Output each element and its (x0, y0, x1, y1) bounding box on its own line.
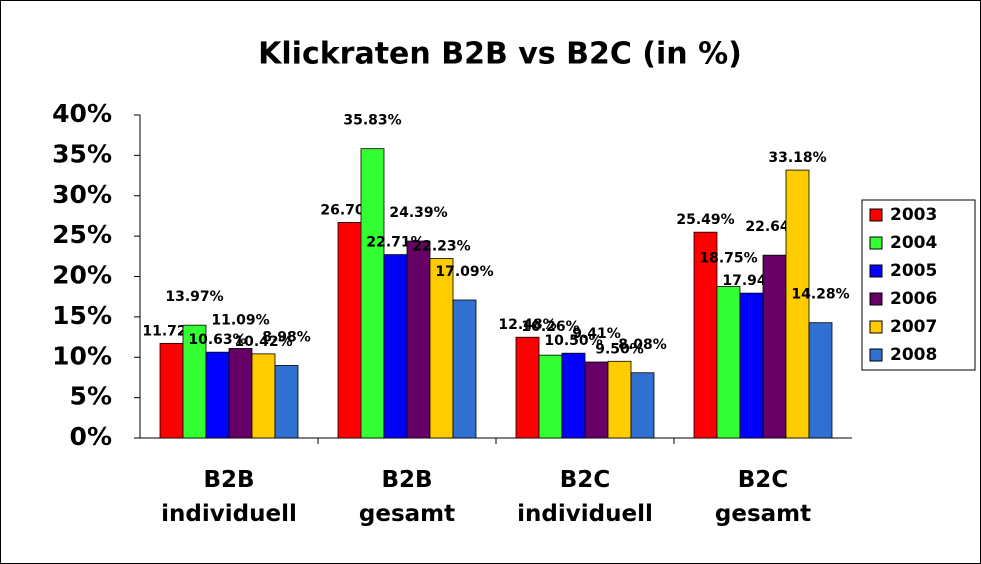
bar (808, 322, 833, 439)
value-label: 8.98% (262, 329, 311, 345)
bar (762, 254, 787, 439)
value-label: 11.09% (211, 312, 269, 328)
value-label: 13.97% (165, 289, 223, 305)
legend-swatch (869, 236, 883, 250)
bar (274, 365, 299, 439)
value-label: 9.41% (572, 326, 621, 342)
bar (205, 351, 230, 439)
value-label: 18.75% (699, 251, 757, 267)
y-tick-label: 10% (52, 341, 112, 370)
value-label: 10.50% (544, 333, 602, 349)
legend-swatch (869, 320, 883, 334)
legend-swatch (869, 264, 883, 278)
y-tick-label: 30% (52, 180, 112, 209)
legend-swatch (869, 208, 883, 222)
value-label: 10.42% (234, 334, 292, 350)
y-tick-label: 15% (52, 301, 112, 330)
value-label: 12.48% (498, 317, 556, 333)
bar (538, 354, 563, 439)
bar (630, 372, 655, 439)
x-tick-label: B2C individuell (517, 467, 653, 527)
value-label: 14.28% (791, 287, 849, 303)
bar (406, 240, 431, 439)
y-tick-label: 35% (52, 139, 112, 168)
bar (452, 299, 477, 439)
bar (584, 361, 609, 439)
y-tick-label: 25% (52, 220, 112, 249)
y-tick-label: 5% (70, 382, 112, 411)
y-tick-label: 0% (70, 422, 112, 451)
bar (607, 360, 632, 439)
x-tick-label: B2B individuell (161, 467, 297, 527)
bar (785, 169, 810, 439)
value-label: 25.49% (676, 212, 734, 228)
bar (429, 258, 454, 439)
value-label: 22.23% (412, 238, 470, 254)
bar (383, 254, 408, 439)
y-tick-label: 20% (52, 261, 112, 290)
bar (159, 342, 184, 439)
y-tick-label: 40% (52, 99, 112, 128)
legend-box (861, 199, 976, 371)
x-tick-label: B2C gesamt (715, 467, 811, 527)
value-label: 17.09% (435, 264, 493, 280)
legend-label: 2005 (890, 261, 937, 281)
legend-label: 2007 (890, 317, 937, 337)
value-label: 9.50% (595, 341, 644, 357)
bar (251, 353, 276, 439)
bar (360, 148, 385, 439)
bar (228, 348, 253, 439)
bar (337, 221, 362, 439)
legend-label: 2003 (890, 205, 937, 225)
bar (739, 292, 764, 439)
value-label: 24.39% (389, 205, 447, 221)
legend-label: 2008 (890, 345, 937, 365)
legend-label: 2006 (890, 289, 937, 309)
x-tick-label: B2B gesamt (359, 467, 455, 527)
value-label: 33.18% (768, 150, 826, 166)
chart-title: Klickraten B2B vs B2C (in %) (258, 37, 742, 72)
bar (561, 352, 586, 439)
legend-swatch (869, 348, 883, 362)
value-label: 10.63% (188, 332, 246, 348)
bar (515, 336, 540, 439)
legend-swatch (869, 292, 883, 306)
value-label: 10.26% (521, 319, 579, 335)
bar (716, 286, 741, 439)
value-label: 35.83% (343, 113, 401, 129)
value-label: 8.08% (618, 337, 667, 353)
legend-label: 2004 (890, 233, 937, 253)
